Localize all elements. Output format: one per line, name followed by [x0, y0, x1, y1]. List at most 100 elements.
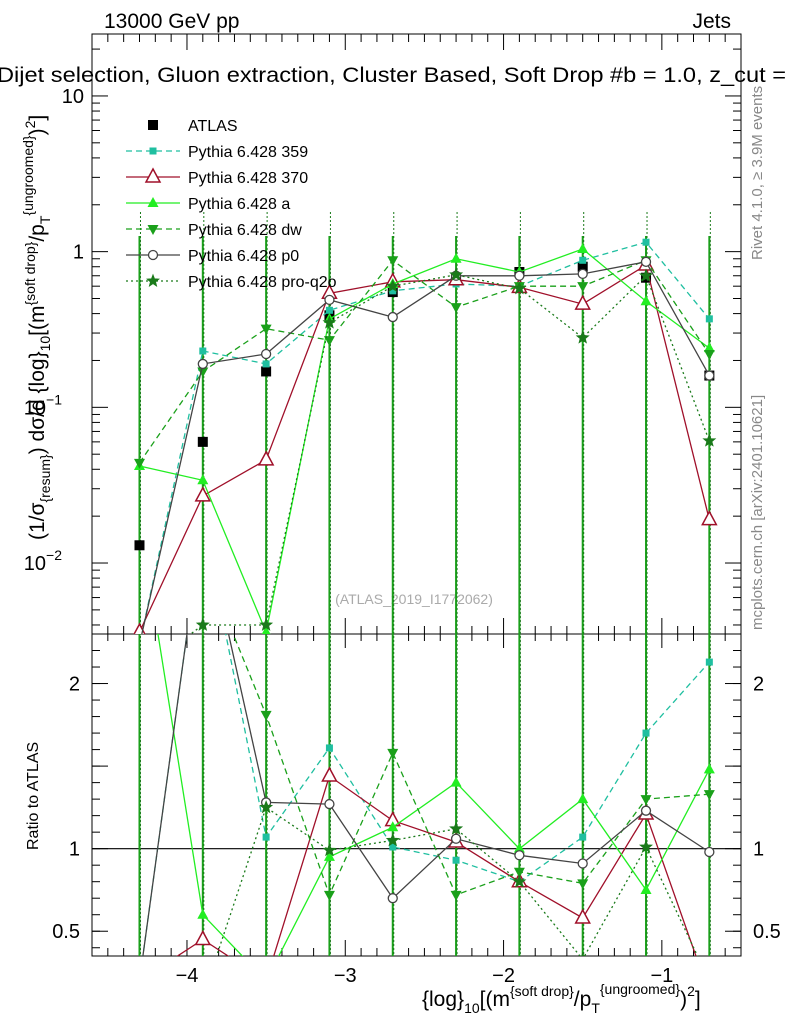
legend-item-pdw: Pythia 6.428 dw	[126, 222, 302, 239]
data-point-pq2o	[703, 974, 715, 986]
series-line-p370	[138, 264, 710, 633]
data-point-pdw	[577, 282, 589, 293]
data-point-pdw	[577, 879, 589, 890]
data-point-pp0	[514, 270, 525, 281]
legend-label: Pythia 6.428 359	[188, 144, 308, 161]
series-line-pa	[157, 634, 710, 956]
data-point-pa	[197, 908, 209, 919]
data-point-pdw	[513, 867, 525, 878]
plot-title: Dijet selection, Gluon extraction, Clust…	[0, 64, 786, 87]
data-point-p370	[701, 510, 718, 526]
data-point-pdw	[323, 336, 335, 347]
data-point-p359	[705, 658, 713, 666]
legend-label: Pythia 6.428 dw	[188, 222, 302, 239]
legend-marker-pdw	[147, 225, 159, 235]
data-point-pa	[261, 975, 272, 985]
series-pa	[133, 242, 715, 634]
data-point-pp0	[704, 846, 715, 858]
data-point-pdw	[323, 890, 335, 901]
data-point-pa	[640, 883, 652, 894]
legend-marker-ATLAS	[148, 120, 158, 130]
data-point-p359	[325, 744, 333, 752]
data-point-p359	[389, 287, 397, 295]
ratio-y-tick-label-right: 0.5	[753, 921, 781, 943]
data-point-pa	[197, 474, 209, 485]
series-p370	[132, 766, 716, 999]
data-point-p359	[642, 238, 650, 246]
main-series	[133, 238, 718, 634]
legend-label: ATLAS	[188, 118, 238, 135]
x-tick-label: −1	[650, 965, 673, 987]
data-point-pa	[703, 763, 715, 774]
legend-marker-p359	[149, 147, 157, 155]
data-point-pp0	[577, 268, 588, 280]
legend-item-p359: Pythia 6.428 359	[126, 144, 308, 161]
data-point-pdw	[640, 795, 652, 806]
data-point-p359	[642, 729, 650, 737]
y-tick-label: 1	[73, 242, 84, 264]
data-point-pq2o	[449, 821, 464, 835]
data-point-pdw	[450, 303, 462, 314]
data-point-pp0	[387, 311, 398, 323]
y-tick-label: 10−2	[24, 547, 62, 575]
data-point-pp0	[514, 850, 525, 861]
data-point-pp0	[324, 294, 335, 306]
data-point-p370	[574, 908, 591, 924]
data-point-pq2o	[385, 833, 400, 847]
data-point-pq2o	[322, 842, 337, 857]
series-line-pp0	[142, 634, 710, 956]
data-point-pq2o	[638, 839, 653, 853]
series-p359	[141, 238, 713, 634]
data-point-pq2o	[259, 617, 274, 631]
data-point-pq2o	[385, 278, 400, 293]
data-point-p359	[452, 856, 460, 864]
series-line-pa	[139, 248, 710, 634]
data-point-p359	[389, 843, 397, 851]
data-point-pdw	[133, 458, 145, 469]
legend-marker-pq2o	[146, 273, 160, 287]
series-line-p359	[142, 634, 710, 956]
data-point-pq2o	[512, 281, 527, 295]
data-point-p370	[702, 986, 716, 999]
data-point-p370	[574, 294, 591, 310]
data-point-p359	[325, 306, 333, 314]
legend-label: Pythia 6.428 p0	[188, 248, 299, 265]
legend-item-pq2o: Pythia 6.428 pro-q2o	[126, 273, 337, 291]
data-point-ATLAS	[134, 540, 145, 551]
data-point-pq2o	[581, 951, 585, 956]
legend-marker-p370	[144, 167, 162, 183]
data-point-pq2o	[575, 330, 590, 344]
data-point-pq2o	[512, 874, 527, 888]
rivet-label: Rivet 4.1.0, ≥ 3.9M events	[749, 86, 766, 260]
data-point-p359	[579, 833, 587, 841]
y-tick-label: 10	[62, 86, 84, 108]
data-point-p359	[136, 977, 143, 984]
data-point-p359	[579, 256, 587, 264]
series-pp0	[142, 634, 715, 956]
data-point-pa	[577, 793, 589, 804]
data-point-pdw	[260, 710, 272, 721]
analysis-watermark: (ATLAS_2019_I1772062)	[335, 591, 493, 607]
data-point-pq2o	[702, 433, 717, 447]
data-point-pp0	[260, 348, 272, 360]
data-point-pq2o	[133, 991, 145, 1003]
series-ATLAS	[134, 261, 715, 551]
ratio-y-tick-label-right: 1	[753, 839, 764, 861]
series-p359	[136, 634, 713, 984]
data-point-ATLAS	[197, 436, 208, 447]
data-point-ATLAS	[261, 366, 272, 377]
series-line-pdw	[232, 634, 710, 897]
ratio-y-tick-label: 1	[69, 839, 80, 861]
x-tick-label: −4	[176, 965, 199, 987]
data-point-p370	[132, 973, 146, 986]
data-point-pa	[450, 252, 462, 263]
data-point-pdw	[387, 256, 399, 267]
y-axis-title-ratio: Ratio to ATLAS	[25, 742, 42, 850]
data-point-pa	[261, 626, 271, 634]
data-point-pp0	[387, 893, 398, 904]
error-bars	[138, 212, 711, 956]
data-point-pa	[450, 776, 462, 787]
data-point-pdw	[260, 324, 272, 335]
x-tick-label: −3	[334, 965, 357, 987]
